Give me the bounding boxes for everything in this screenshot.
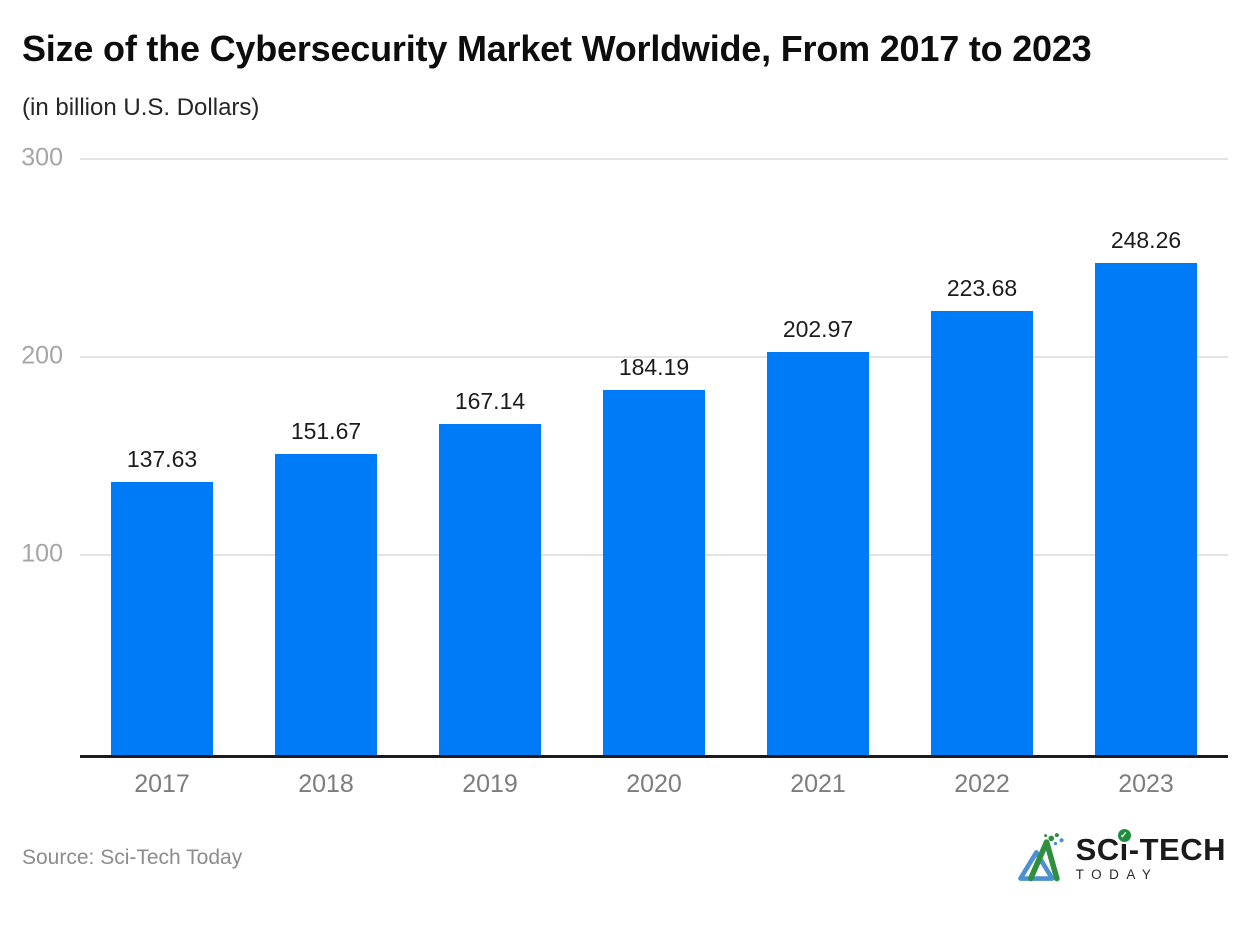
x-tick-label-2018: 2018 [298, 769, 354, 798]
bar-value-label: 202.97 [782, 315, 854, 342]
bar-column-2018: 151.67 [244, 160, 408, 755]
bar-value-label: 248.26 [1110, 226, 1182, 253]
bar-column-2017: 137.63 [80, 160, 244, 755]
bars-row: 137.63 151.67 167.14 184.19 202.97 223.68 248.… [80, 160, 1228, 755]
logo-line1: SC i ✓ -TECH [1075, 828, 1226, 867]
bar-2022 [931, 310, 1033, 755]
x-axis-labels: 2017 2018 2019 2020 2021 2022 2023 [80, 770, 1228, 799]
bar-2017 [111, 481, 213, 755]
x-tick-label-2022: 2022 [954, 769, 1010, 798]
bar-2018 [275, 453, 377, 755]
gridline-200: 200 [21, 342, 1228, 370]
logo-sc: SC [1075, 831, 1120, 867]
bar-column-2019: 167.14 [408, 160, 572, 755]
x-tick-label-2020: 2020 [626, 769, 682, 798]
plot-area: 100 200 300 137.63 151.67 167.14 184.19 202.97 2… [21, 143, 1228, 758]
bar-column-2023: 248.26 [1064, 160, 1228, 755]
bar-2020 [603, 389, 705, 755]
source-text: Source: Sci-Tech Today [22, 845, 243, 869]
chart-title: Size of the Cybersecurity Market Worldwi… [22, 28, 1092, 69]
scitech-logo-mark-icon [1017, 832, 1064, 882]
x-tick-label-2023: 2023 [1118, 769, 1174, 798]
gridline-300: 300 [21, 143, 1228, 171]
bar-column-2022: 223.68 [900, 160, 1064, 755]
bar-column-2021: 202.97 [736, 160, 900, 755]
y-tick-label-200: 200 [21, 341, 63, 370]
y-tick-label-100: 100 [21, 539, 63, 568]
bar-value-label: 223.68 [946, 274, 1018, 301]
bar-2023 [1095, 262, 1197, 755]
logo-i: i ✓ [1117, 828, 1131, 867]
x-tick-label-2017: 2017 [134, 769, 190, 798]
chart-subtitle: (in billion U.S. Dollars) [22, 93, 260, 121]
logo-line2: TODAY [1075, 866, 1159, 882]
scitech-today-logo: SC i ✓ -TECH TODAY [1013, 828, 1226, 885]
x-tick-label-2019: 2019 [462, 769, 518, 798]
bar-2019 [439, 423, 541, 755]
footer: Source: Sci-Tech Today SC i ✓ -TECH TODAY [22, 828, 1228, 885]
bar-column-2020: 184.19 [572, 160, 736, 755]
check-badge-icon: ✓ [1117, 828, 1131, 842]
bar-value-label: 184.19 [618, 353, 690, 380]
logo-tech: -TECH [1128, 831, 1226, 867]
bar-2021 [767, 351, 869, 755]
x-tick-label-2021: 2021 [790, 769, 846, 798]
bar-value-label: 137.63 [126, 445, 198, 472]
bar-value-label: 151.67 [290, 417, 362, 444]
scitech-logo-text: SC i ✓ -TECH TODAY [1075, 828, 1226, 882]
y-tick-label-300: 300 [21, 143, 63, 172]
bar-value-label: 167.14 [454, 387, 526, 414]
